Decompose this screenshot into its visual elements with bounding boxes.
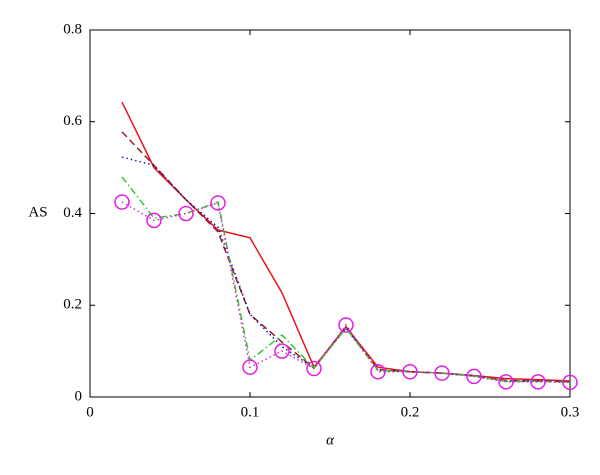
data-marker: [530, 374, 546, 390]
series-line: [121, 156, 571, 383]
data-marker: [146, 212, 162, 229]
x-tick-label: 0: [86, 404, 94, 420]
data-marker: [210, 195, 226, 211]
data-marker: [402, 364, 418, 380]
y-tick-label: 0.6: [63, 113, 82, 129]
x-tick-label: 0.2: [401, 404, 420, 420]
y-tick-label: 0.2: [63, 297, 82, 313]
x-tick-label: 0.1: [241, 404, 260, 420]
series-line: [121, 101, 571, 382]
series-line: [121, 131, 571, 383]
data-marker: [306, 360, 322, 377]
y-tick-label: 0: [75, 388, 83, 404]
y-tick-label: 0.4: [63, 205, 82, 221]
data-marker: [466, 368, 482, 385]
data-marker: [242, 359, 258, 375]
y-axis-label: AS: [28, 204, 47, 220]
x-tick-label: 0.3: [561, 404, 580, 420]
data-marker: [178, 205, 194, 222]
x-axis-label: α: [326, 432, 335, 448]
data-marker: [114, 194, 130, 210]
data-marker: [562, 374, 578, 391]
data-marker: [434, 365, 450, 381]
data-marker: [370, 364, 386, 380]
data-marker: [274, 343, 290, 359]
plot-frame: [89, 29, 571, 398]
y-tick-label: 0.8: [63, 21, 82, 37]
data-marker: [498, 374, 514, 390]
data-marker: [338, 317, 354, 333]
series-line: [121, 201, 571, 384]
